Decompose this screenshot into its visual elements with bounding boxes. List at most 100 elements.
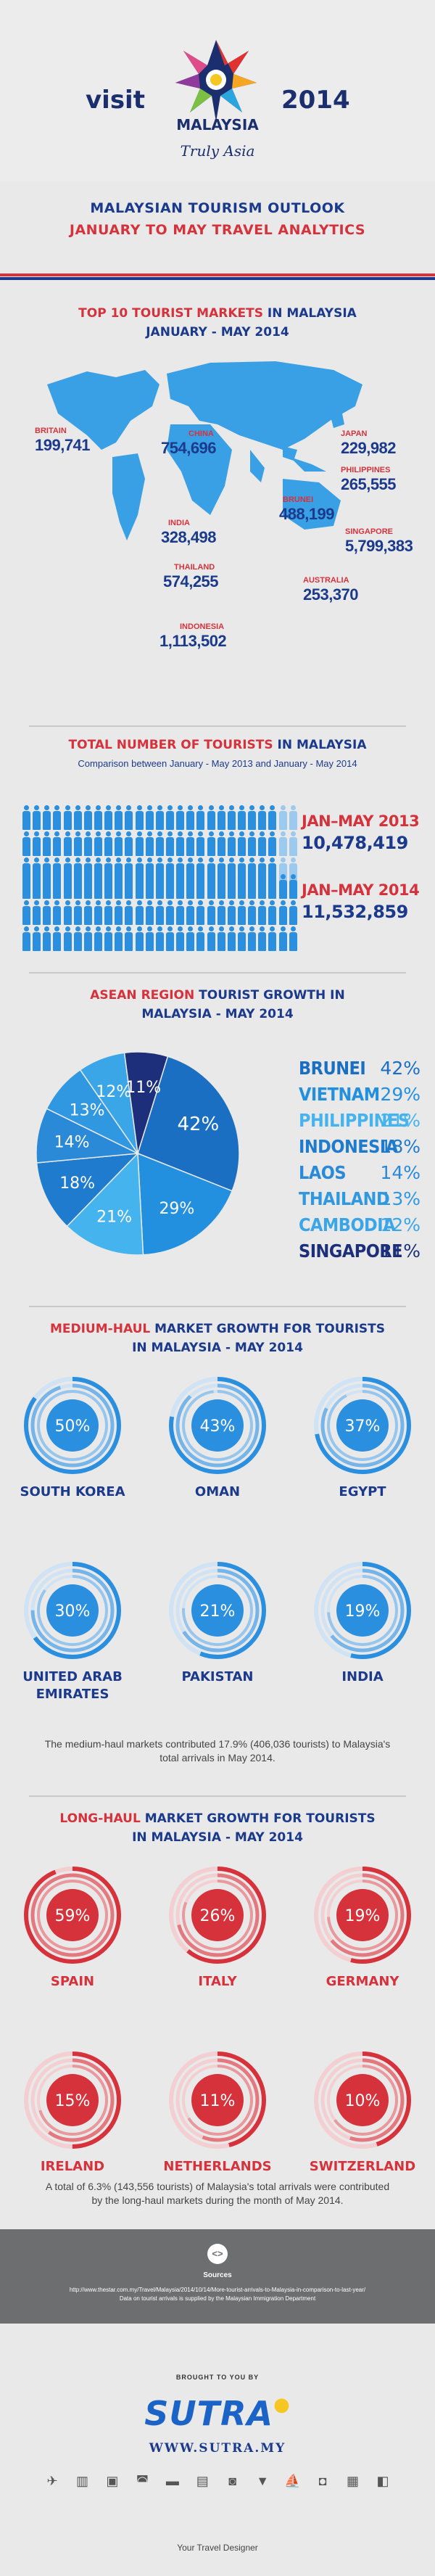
person-icon xyxy=(22,874,30,899)
person-icon xyxy=(207,831,215,856)
person-icon xyxy=(268,831,277,856)
market-value-label: 328,498 xyxy=(161,528,217,546)
ring-country-label: SOUTH KOREA xyxy=(20,1484,125,1499)
person-icon xyxy=(104,831,113,856)
person-icon xyxy=(268,874,277,899)
person-icon xyxy=(94,831,102,856)
legend-country: LAOS xyxy=(299,1162,347,1183)
pie-slice-label: 18% xyxy=(59,1174,95,1193)
ring-arc xyxy=(24,1867,121,1964)
ring-center xyxy=(336,1584,389,1637)
section-divider xyxy=(29,725,406,727)
total-title-b: IN MALAYSIA xyxy=(273,738,367,752)
person-icon xyxy=(247,874,257,899)
ring-arc xyxy=(37,2065,108,2136)
person-icon xyxy=(63,805,72,830)
person-icon xyxy=(145,874,154,899)
person-icon xyxy=(52,831,62,856)
ring-arc xyxy=(320,2058,405,2142)
page-title-line1: MALAYSIAN TOURISM OUTLOOK xyxy=(90,200,345,216)
logo-year-text: 2014 xyxy=(281,86,350,115)
person-icon xyxy=(257,874,267,899)
person-icon xyxy=(227,926,236,951)
person-icon xyxy=(52,926,62,951)
brought-by-label: BROUGHT TO YOU BY xyxy=(175,2374,260,2381)
person-icon xyxy=(42,857,51,882)
person-icon xyxy=(155,831,164,856)
market-country-label: AUSTRALIA xyxy=(303,576,349,585)
ring-chart: 50% xyxy=(24,1377,121,1474)
ring-percent: 11% xyxy=(200,2092,236,2110)
ring-center xyxy=(191,1584,244,1637)
ring-arc xyxy=(182,2065,253,2136)
ring-arc xyxy=(320,1873,405,1957)
sources-panel: <> Sources http://www.thestar.com.my/Tra… xyxy=(0,2229,435,2324)
person-icon xyxy=(257,805,267,830)
person-icon xyxy=(155,805,164,830)
pie-slice-label: 13% xyxy=(70,1102,105,1120)
ring-chart: 19% xyxy=(314,1562,411,1659)
market-value-label: 5,799,383 xyxy=(345,537,413,555)
person-icon xyxy=(278,831,287,856)
market-country-label: INDONESIA xyxy=(180,622,225,631)
pie-slice-label: 21% xyxy=(96,1209,132,1227)
person-icon xyxy=(104,926,113,951)
people-row xyxy=(22,857,297,882)
sutra-logo-text: SUTRA xyxy=(144,2394,274,2433)
period-label: JAN–MAY 2014 xyxy=(302,881,420,899)
people-row xyxy=(22,831,297,856)
logo-visit-text: visit xyxy=(86,86,145,115)
asean-title-c: MALAYSIA - MAY 2014 xyxy=(141,1007,294,1021)
market-value-label: 253,370 xyxy=(303,585,359,604)
person-icon xyxy=(22,805,30,830)
ring-arc xyxy=(24,1377,121,1474)
top10-title-b: IN MALAYSIA xyxy=(262,306,357,321)
van-icon: ◙ xyxy=(228,2474,237,2488)
person-icon xyxy=(165,857,174,882)
pie-slice-label: 42% xyxy=(177,1114,219,1135)
car-icon: ◚ xyxy=(136,2474,149,2488)
sun-icon: ● xyxy=(273,2394,291,2416)
legend-country: VIETNAM xyxy=(299,1084,380,1105)
person-icon xyxy=(227,805,236,830)
growth-ring: 50% xyxy=(22,1375,123,1476)
market-value-label: 199,741 xyxy=(35,436,91,454)
person-icon xyxy=(73,900,82,925)
legend-percent: 13% xyxy=(380,1188,420,1209)
person-icon xyxy=(175,831,185,856)
person-icon xyxy=(52,805,62,830)
person-icon xyxy=(257,857,267,882)
person-icon xyxy=(196,805,205,830)
person-icon xyxy=(94,857,102,882)
ring-chart: 11% xyxy=(169,2052,266,2149)
person-icon xyxy=(217,805,225,830)
visit-malaysia-logo-icon xyxy=(175,40,257,122)
person-icon xyxy=(42,874,51,899)
ring-arc xyxy=(182,1880,253,1951)
sutra-website-link[interactable]: WWW.SUTRA.MY xyxy=(149,2441,286,2456)
total-heading: TOTAL NUMBER OF TOURISTS IN MALAYSIA Com… xyxy=(0,736,435,780)
ring-arc xyxy=(30,2058,115,2142)
person-icon xyxy=(196,900,205,925)
person-icon xyxy=(268,926,277,951)
market-country-label: JAPAN xyxy=(341,429,368,438)
person-icon xyxy=(257,831,267,856)
cocktail-icon: ▼ xyxy=(256,2474,270,2488)
ring-percent: 30% xyxy=(55,1602,91,1621)
person-icon xyxy=(186,857,195,882)
person-icon xyxy=(135,900,144,925)
ring-percent: 37% xyxy=(345,1417,381,1436)
ring-arc xyxy=(30,1568,115,1653)
ring-chart: 43% xyxy=(169,1377,266,1474)
market-value-label: 488,199 xyxy=(279,505,335,523)
growth-ring: 37% xyxy=(312,1375,413,1476)
ring-country-label: ITALY xyxy=(198,1974,237,1989)
ring-arc xyxy=(169,1867,266,1964)
source-url-link[interactable]: http://www.thestar.com.my/Travel/Malaysi… xyxy=(69,2287,366,2293)
person-icon xyxy=(124,857,133,882)
asean-title-b: TOURIST GROWTH IN xyxy=(194,988,345,1003)
person-icon xyxy=(83,805,92,830)
asean-heading: ASEAN REGION TOURIST GROWTH IN MALAYSIA … xyxy=(0,987,435,1030)
ring-arc xyxy=(327,1575,398,1646)
person-icon xyxy=(22,831,30,856)
